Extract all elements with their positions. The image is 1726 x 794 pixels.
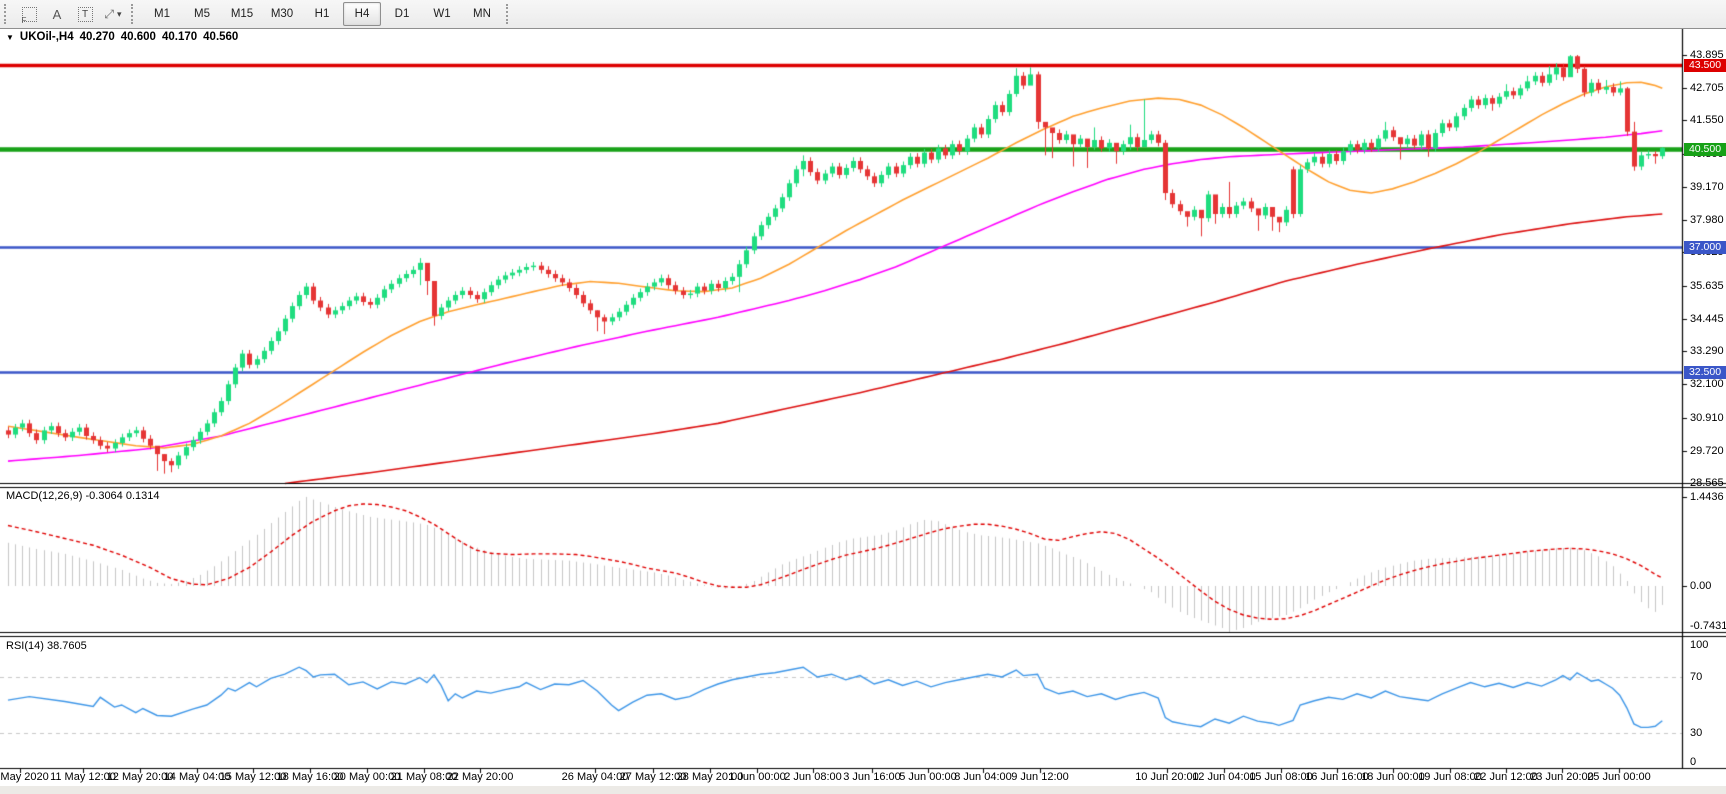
date-label: 22 May 20:00 xyxy=(446,771,514,783)
date-label: 28 May 20:00 xyxy=(676,771,744,783)
ohlc-high: 40.600 xyxy=(120,31,156,43)
timeframe-button-m30[interactable]: M30 xyxy=(270,8,294,20)
price-tick-37.980: 37.980 xyxy=(1690,214,1724,227)
ohlc-close: 40.560 xyxy=(203,31,239,43)
timeframe-button-mn[interactable]: MN xyxy=(473,8,491,20)
date-label: 14 May 04:00 xyxy=(163,771,231,783)
chevron-down-icon[interactable]: ▼ xyxy=(6,32,14,42)
price-tick-35.635: 35.635 xyxy=(1690,279,1724,292)
date-label: 22 Jun 12:00 xyxy=(1474,771,1538,783)
price-badge-43.500: 43.500 xyxy=(1684,59,1726,72)
price-tick-30.910: 30.910 xyxy=(1690,411,1724,424)
ohlc-low: 40.170 xyxy=(161,31,198,43)
date-label: 11 May 12:00 xyxy=(50,771,116,783)
macd-tick-0.00: 0.00 xyxy=(1690,580,1712,592)
macd-tick--0.7431: -0.7431 xyxy=(1690,620,1726,632)
date-label: 19 Jun 08:00 xyxy=(1418,771,1482,783)
toolbar-grip-3[interactable] xyxy=(506,4,513,24)
toolbar-grip-2[interactable] xyxy=(131,4,138,24)
date-label: 26 May 04:00 xyxy=(561,771,629,783)
rsi-tick-100: 100 xyxy=(1690,639,1709,651)
timeframe-button-w1[interactable]: W1 xyxy=(433,8,451,20)
date-label: 18 Jun 00:00 xyxy=(1361,771,1425,783)
horizontal-scrollbar[interactable] xyxy=(0,786,1726,794)
date-label: 5 Jun 00:00 xyxy=(899,771,957,783)
timeframe-button-m5[interactable]: M5 xyxy=(194,8,210,20)
timeframe-button-d1[interactable]: D1 xyxy=(394,8,410,20)
date-label: 18 May 16:00 xyxy=(276,771,344,783)
rsi-tick-30: 30 xyxy=(1690,727,1703,739)
macd-tick-1.4436: 1.4436 xyxy=(1690,491,1724,503)
date-label: 16 Jun 16:00 xyxy=(1305,771,1369,783)
text-box-tool-button[interactable]: T xyxy=(72,3,98,25)
text-box-t-icon: T xyxy=(77,6,93,22)
rsi-tick-0: 0 xyxy=(1690,756,1697,768)
rsi-tick-70: 70 xyxy=(1690,671,1703,683)
dropdown-caret-icon: ▾ xyxy=(117,8,122,19)
date-label: 15 Jun 08:00 xyxy=(1249,771,1313,783)
toolbar: F A T ⤢ ▾ M1 M5 M15 M30 H1 H4 D1 W1 MN xyxy=(0,0,1726,29)
date-label: 8 Jun 04:00 xyxy=(954,771,1012,783)
date-label: 2 Jun 08:00 xyxy=(784,771,842,783)
date-label: 20 May 00:00 xyxy=(333,771,401,783)
price-badge-37.000: 37.000 xyxy=(1684,241,1726,254)
date-label: 8 May 2020 xyxy=(0,771,49,783)
date-label: 15 May 12:00 xyxy=(219,771,287,783)
price-tick-39.170: 39.170 xyxy=(1690,180,1724,193)
symbol-name: UKOil-,H4 xyxy=(19,31,74,43)
chart-title: ▼ UKOil-,H4 40.270 40.600 40.170 40.560 xyxy=(6,31,238,43)
toolbar-grip[interactable] xyxy=(4,4,11,24)
date-label: 1 Jun 00:00 xyxy=(728,771,786,783)
timeframe-button-h1[interactable]: H1 xyxy=(314,8,330,20)
timeframe-button-h4[interactable]: H4 xyxy=(343,2,381,26)
price-tick-43.895: 43.895 xyxy=(1690,49,1724,61)
timeframe-button-m15[interactable]: M15 xyxy=(230,8,254,20)
dotted-box-f-icon: F xyxy=(21,6,37,25)
timeframe-button-m1[interactable]: M1 xyxy=(154,8,170,20)
ohlc-open: 40.270 xyxy=(79,31,115,43)
date-label: 12 Jun 04:00 xyxy=(1192,771,1256,783)
macd-indicator-label: MACD(12,26,9) -0.3064 0.1314 xyxy=(6,490,160,502)
date-label: 21 May 08:00 xyxy=(390,771,458,783)
date-label: 25 Jun 00:00 xyxy=(1587,771,1651,783)
date-label: 3 Jun 16:00 xyxy=(843,771,901,783)
rsi-indicator-label: RSI(14) 38.7605 xyxy=(6,640,87,652)
price-tick-34.445: 34.445 xyxy=(1690,312,1724,325)
text-a-icon: A xyxy=(52,6,62,22)
date-label: 9 Jun 12:00 xyxy=(1011,771,1069,783)
price-badge-32.500: 32.500 xyxy=(1684,366,1726,379)
date-label: 12 May 20:00 xyxy=(106,771,174,783)
price-tick-41.550: 41.550 xyxy=(1690,114,1724,127)
price-badge-40.500: 40.500 xyxy=(1684,143,1726,156)
price-tick-28.565: 28.565 xyxy=(1690,477,1724,489)
arrows-icon: ⤢ xyxy=(104,6,115,21)
date-label: 10 Jun 20:00 xyxy=(1135,771,1199,783)
timeframe-button-group: M1 M5 M15 M30 H1 H4 D1 W1 MN xyxy=(142,2,502,26)
fibo-box-tool-button[interactable]: F xyxy=(16,3,42,25)
price-tick-29.720: 29.720 xyxy=(1690,444,1724,457)
price-tick-32.100: 32.100 xyxy=(1690,378,1724,391)
text-label-tool-button[interactable]: A xyxy=(44,3,70,25)
price-tick-33.290: 33.290 xyxy=(1690,345,1724,358)
price-tick-42.705: 42.705 xyxy=(1690,82,1724,95)
date-label: 23 Jun 20:00 xyxy=(1530,771,1594,783)
date-label: 27 May 12:00 xyxy=(619,771,687,783)
arrows-tool-button[interactable]: ⤢ ▾ xyxy=(100,3,126,25)
